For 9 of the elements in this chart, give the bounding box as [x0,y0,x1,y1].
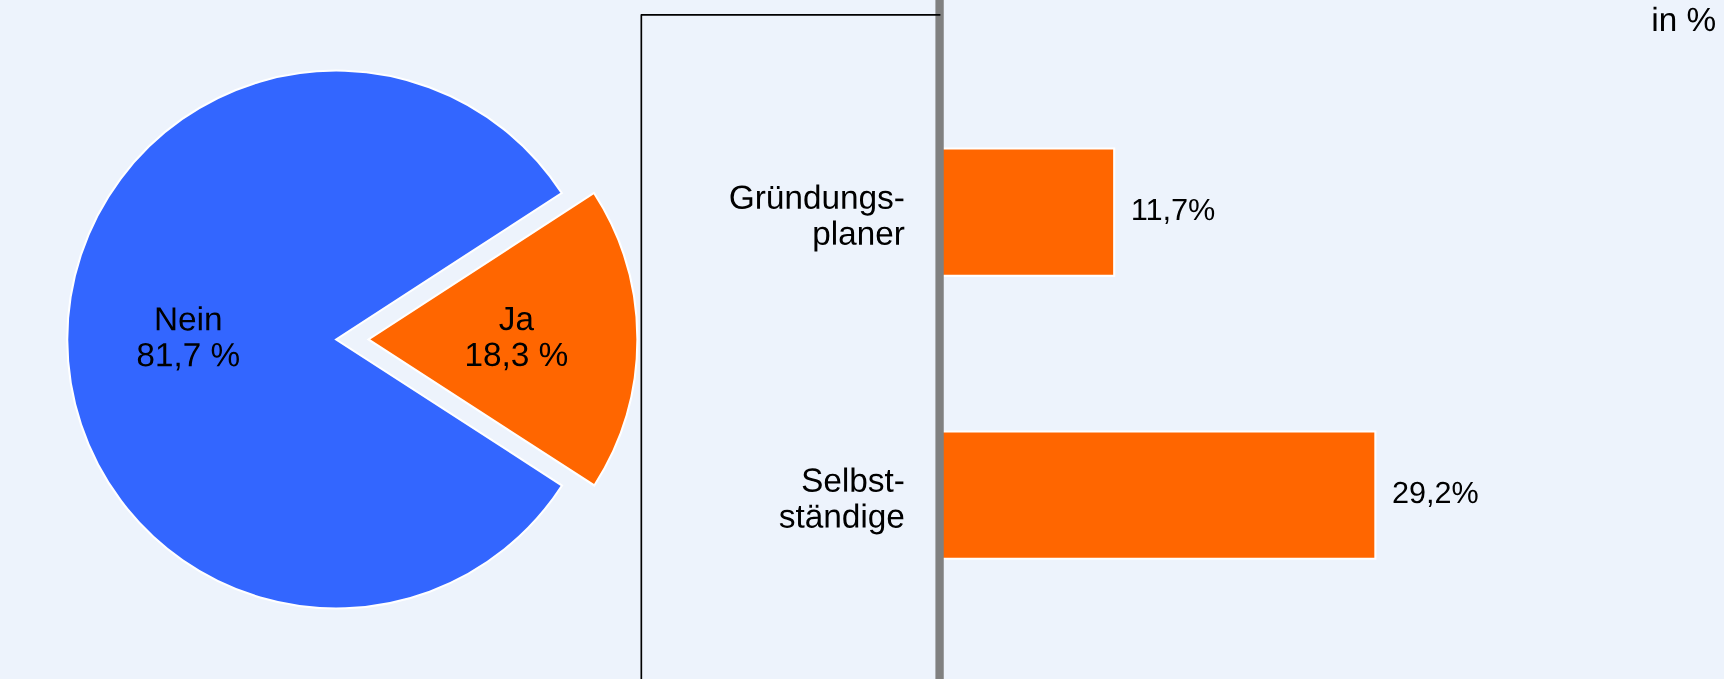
text: in % [1653,6,1715,32]
data-label: 18,3 % [467,342,568,371]
data-label: 29,2% [1393,481,1478,507]
y-tick-label: Selbst- ständige [779,467,904,535]
data-label: 81,7 % [137,342,239,371]
y-tick-label: Gründungs- planer [730,184,905,252]
slice-label: Ja [499,307,534,331]
data-label: 11,7% [1133,198,1215,224]
slice-label: Nein [156,306,221,331]
